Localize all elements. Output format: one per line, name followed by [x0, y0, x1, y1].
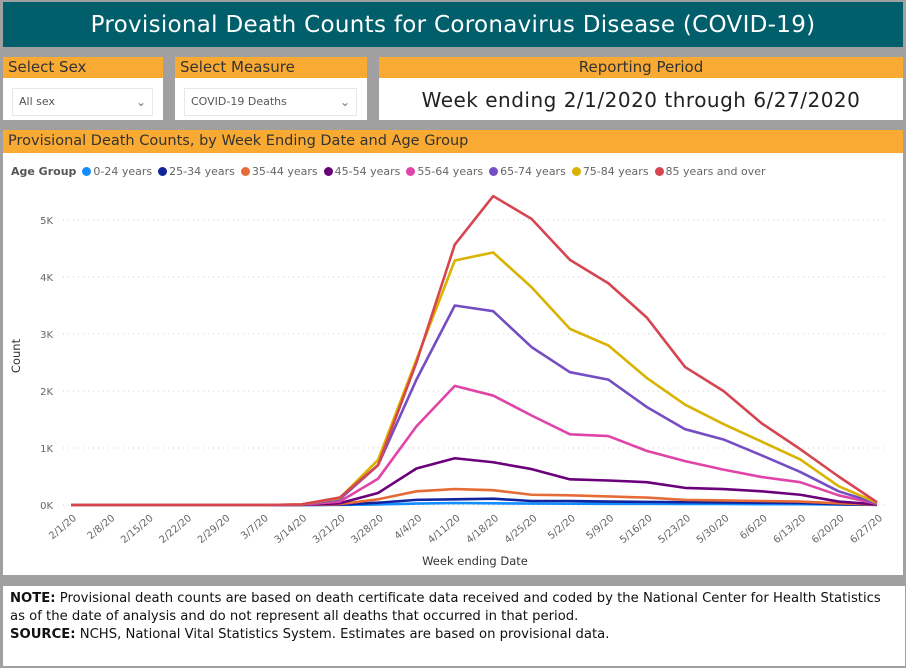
footnote: NOTE: Provisional death counts are based… [3, 586, 905, 666]
x-tick-label: 4/25/20 [503, 513, 540, 546]
x-tick-label: 2/29/20 [196, 513, 233, 546]
sex-filter-label: Select Sex [3, 57, 163, 78]
series-line-35-44-years [71, 487, 878, 507]
reporting-period-label: Reporting Period [379, 57, 903, 78]
x-tick-label: 5/2/20 [546, 513, 578, 542]
series-line-0-24-years [71, 501, 878, 507]
y-tick-label: 4K [40, 273, 53, 284]
sex-filter-panel: Select Sex All sex ⌄ [3, 57, 163, 120]
x-tick-label: 5/30/20 [695, 513, 732, 546]
legend-label: 0-24 years [93, 165, 153, 178]
y-tick-label: 1K [40, 444, 53, 455]
sex-dropdown[interactable]: All sex ⌄ [12, 88, 153, 116]
legend-label: 85 years and over [665, 165, 766, 178]
line-chart: 0K 1K 2K 3K 4K 5K 2/1/20 2/8/20 2/15/20 2/22/20 2/… [9, 194, 888, 568]
legend-item[interactable]: 65-74 years [489, 165, 566, 178]
reporting-period-panel: Reporting Period Week ending 2/1/2020 th… [379, 57, 903, 120]
legend-label: 65-74 years [500, 165, 566, 178]
legend-item[interactable]: 45-54 years [323, 165, 401, 178]
x-tick-label: 5/23/20 [656, 513, 693, 546]
x-tick-label: 2/1/20 [47, 513, 79, 542]
x-tick-label: 2/22/20 [157, 513, 194, 546]
measure-dropdown[interactable]: COVID-19 Deaths ⌄ [184, 88, 357, 116]
x-tick-label: 3/7/20 [239, 513, 271, 542]
legend-marker-icon [240, 167, 250, 176]
chart-panel: Provisional Death Counts, by Week Ending… [3, 130, 903, 575]
x-tick-label: 4/4/20 [393, 513, 425, 542]
legend-title: Age Group [11, 165, 77, 178]
x-axis-title: Week ending Date [422, 554, 528, 568]
x-tick-label: 4/11/20 [426, 513, 463, 546]
source-text: SOURCE: NCHS, National Vital Statistics … [10, 626, 898, 644]
legend-marker-icon [323, 167, 333, 176]
legend-item[interactable]: 35-44 years [240, 165, 318, 178]
x-tick-label: 6/20/20 [810, 513, 847, 546]
x-tick-label: 5/9/20 [585, 513, 617, 542]
legend-marker-icon [158, 167, 168, 176]
legend-item[interactable]: 55-64 years [406, 165, 483, 178]
note-label: NOTE: [10, 591, 56, 606]
x-tick-label: 2/8/20 [86, 513, 118, 542]
y-axis-title: Count [9, 338, 23, 373]
chart-panel-title: Provisional Death Counts, by Week Ending… [3, 130, 903, 153]
series-line-45-54-years [71, 456, 878, 507]
y-tick-label: 3K [40, 330, 53, 341]
legend-item[interactable]: 85 years and over [654, 165, 766, 178]
x-tick-label: 6/27/20 [848, 513, 885, 546]
y-tick-label: 5K [40, 216, 53, 227]
x-tick-label: 3/28/20 [349, 513, 386, 546]
x-tick-label: 4/18/20 [465, 513, 502, 546]
legend-label: 35-44 years [251, 165, 318, 178]
measure-filter-label: Select Measure [175, 57, 367, 78]
x-tick-label: 6/6/20 [738, 513, 770, 542]
legend-label: 45-54 years [334, 165, 401, 178]
source-label: SOURCE: [10, 627, 76, 642]
x-tick-label: 2/15/20 [119, 513, 156, 546]
legend-marker-icon [489, 167, 499, 176]
legend-marker-icon [82, 167, 92, 176]
chevron-down-icon: ⌄ [135, 95, 146, 109]
y-tick-label: 2K [40, 387, 53, 398]
x-tick-label: 5/16/20 [618, 513, 655, 546]
series-line-85-years-and-over [71, 194, 878, 507]
y-tick-label: 0K [40, 501, 53, 512]
legend-label: 75-84 years [582, 165, 649, 178]
series-line-55-64-years [71, 384, 878, 507]
sex-dropdown-value: All sex [19, 95, 55, 108]
legend-item[interactable]: 75-84 years [571, 165, 649, 178]
legend-label: 25-34 years [169, 165, 235, 178]
legend-label: 55-64 years [417, 165, 484, 178]
legend: Age Group 0-24 years 25-34 years 35-44 year… [11, 165, 772, 178]
dashboard-title: Provisional Death Counts for Coronavirus… [3, 2, 903, 47]
source-body: NCHS, National Vital Statistics System. … [75, 627, 610, 642]
legend-marker-icon [571, 167, 581, 176]
chevron-down-icon: ⌄ [339, 95, 350, 109]
legend-item[interactable]: 25-34 years [158, 165, 235, 178]
x-tick-label: 3/21/20 [311, 513, 348, 546]
note-text: NOTE: Provisional death counts are based… [10, 590, 898, 626]
legend-item[interactable]: 0-24 years [82, 165, 152, 178]
legend-marker-icon [654, 167, 664, 176]
legend-marker-icon [406, 167, 416, 176]
measure-filter-panel: Select Measure COVID-19 Deaths ⌄ [175, 57, 367, 120]
series-line-75-84-years [71, 251, 878, 507]
series-line-25-34-years [71, 497, 878, 507]
x-tick-label: 3/14/20 [273, 513, 310, 546]
measure-dropdown-value: COVID-19 Deaths [191, 95, 287, 108]
series-line-65-74-years [71, 304, 878, 507]
note-body: Provisional death counts are based on de… [10, 591, 881, 624]
reporting-period-value: Week ending 2/1/2020 through 6/27/2020 [421, 88, 861, 112]
x-tick-label: 6/13/20 [772, 513, 809, 546]
